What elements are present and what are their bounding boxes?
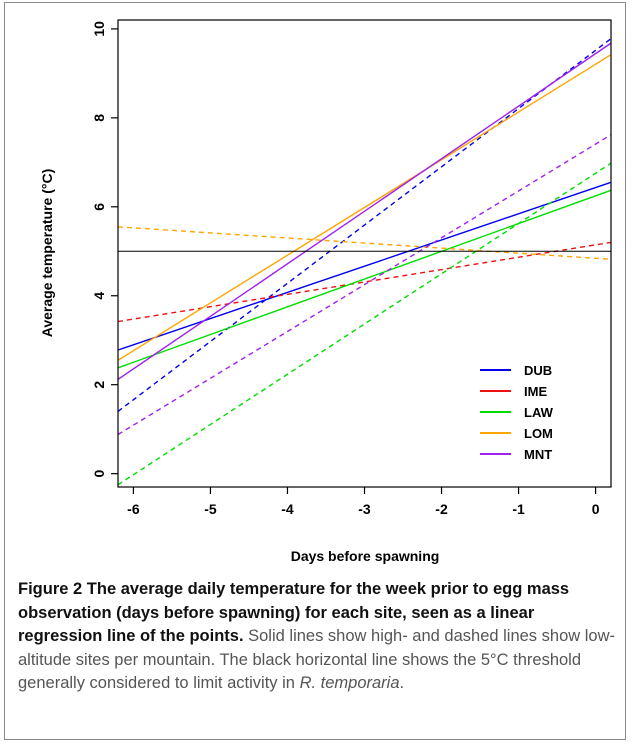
- legend: DUB IME LAW LOM MNT: [480, 363, 554, 462]
- y-axis-title: Average temperature (°C): [39, 169, 55, 337]
- series-line-law-high: [117, 189, 612, 369]
- x-tick-label: -1: [512, 501, 525, 517]
- regression-lines: [117, 38, 612, 486]
- figure-frame: [4, 2, 626, 740]
- series-line-mnt-high: [117, 42, 612, 380]
- series-line-mnt-low: [117, 134, 612, 436]
- y-tick-label: 2: [91, 381, 107, 389]
- series-line-lom-high: [117, 54, 612, 361]
- x-tick-label: 0: [592, 501, 600, 517]
- legend-label-dub: DUB: [524, 363, 552, 378]
- y-tick-label: 0: [91, 470, 107, 478]
- legend-label-ime: IME: [524, 384, 547, 399]
- chart: -6 -5 -4 -3 -2 -1 0 0 2 4 6 8 10 DUB IME LAW LOM MNT Day…: [39, 19, 612, 564]
- legend-label-mnt: MNT: [524, 447, 552, 462]
- legend-label-lom: LOM: [524, 426, 553, 441]
- figure-label: Figure 2: [18, 580, 83, 598]
- x-tick-label: -2: [435, 501, 448, 517]
- series-line-dub-low: [117, 38, 612, 412]
- x-axis-title: Days before spawning: [291, 548, 440, 564]
- legend-label-law: LAW: [524, 405, 554, 420]
- series-line-ime-low: [117, 241, 612, 323]
- series-line-law-low: [117, 162, 612, 486]
- species-name: R. temporaria: [299, 674, 400, 692]
- x-tick-label: -4: [281, 501, 294, 517]
- x-tick-label: -3: [358, 501, 371, 517]
- caption-end: .: [399, 674, 405, 692]
- x-tick-label: -5: [204, 501, 217, 517]
- figure-title: The average daily temperature for the we…: [18, 580, 570, 645]
- y-tick-label: 4: [91, 292, 107, 300]
- y-tick-label: 10: [91, 21, 107, 37]
- caption-body: Solid lines show high- and dashed lines …: [18, 627, 616, 692]
- series-line-dub-high: [117, 181, 612, 351]
- x-tick-label: -6: [127, 501, 140, 517]
- y-tick-label: 8: [91, 114, 107, 122]
- series-line-lom-low: [117, 226, 612, 260]
- figure-caption: Figure 2 The average daily temperature f…: [18, 578, 618, 696]
- y-tick-label: 6: [91, 203, 107, 211]
- axes: -6 -5 -4 -3 -2 -1 0 0 2 4 6 8 10: [91, 21, 600, 517]
